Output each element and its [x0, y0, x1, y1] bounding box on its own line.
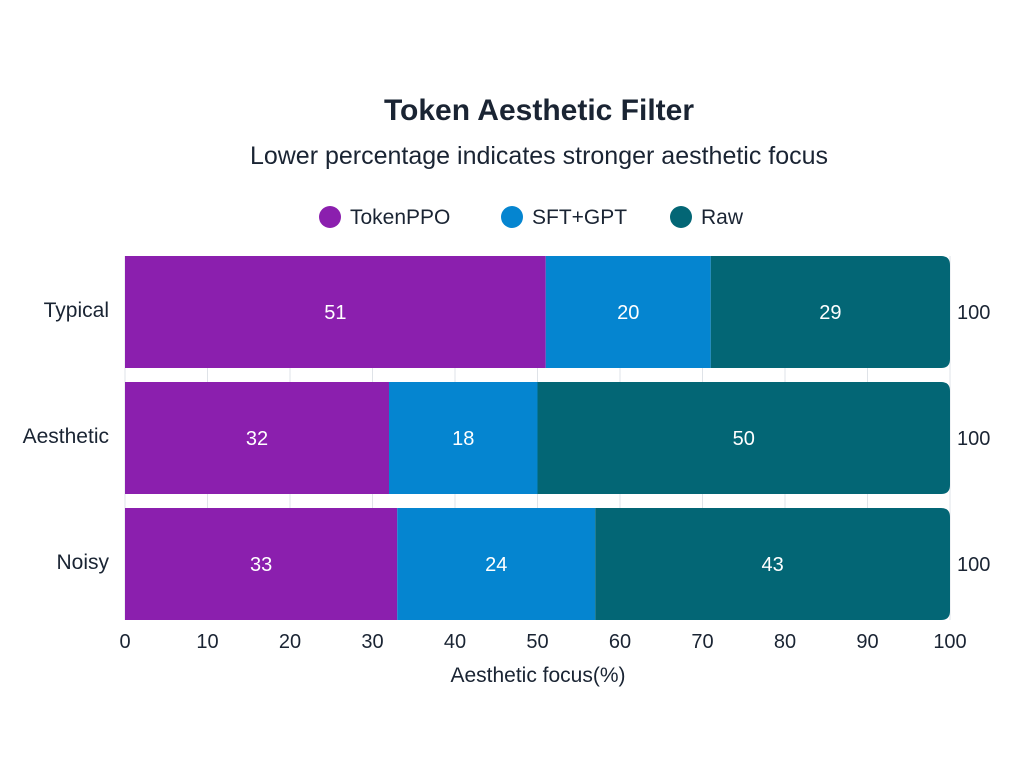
bar-2-2: [595, 508, 950, 620]
x-tick-label-7: 70: [691, 631, 713, 653]
x-tick-label-8: 80: [774, 631, 796, 653]
bar-value-0-0: 51: [324, 302, 346, 324]
x-tick-label-0: 0: [119, 631, 130, 653]
x-tick-label-5: 50: [526, 631, 548, 653]
x-tick-label-3: 30: [361, 631, 383, 653]
legend-label-0: TokenPPO: [350, 206, 450, 229]
x-tick-label-2: 20: [279, 631, 301, 653]
chart-subtitle: Lower percentage indicates stronger aest…: [250, 142, 828, 170]
category-label-1: Aesthetic: [23, 425, 109, 448]
total-label-0: 100: [957, 302, 990, 324]
bar-2-0: [125, 508, 398, 620]
legend-marker-0: [319, 206, 341, 228]
bar-1-0: [125, 382, 389, 494]
legend-marker-2: [670, 206, 692, 228]
legend-marker-1: [501, 206, 523, 228]
bar-value-0-2: 29: [819, 302, 841, 324]
x-tick-label-10: 100: [933, 631, 966, 653]
x-tick-label-4: 40: [444, 631, 466, 653]
category-label-0: Typical: [44, 299, 109, 322]
legend-label-1: SFT+GPT: [532, 206, 627, 229]
legend-label-2: Raw: [701, 206, 744, 229]
bar-0-2: [710, 256, 950, 368]
total-labels: 100 100 100: [957, 302, 990, 576]
bars: 51 20 29 32 18 50 33 24 43: [125, 256, 950, 620]
total-label-2: 100: [957, 554, 990, 576]
x-axis-ticks: 0 10 20 30 40 50 60 70 80 90 100: [119, 631, 966, 653]
bar-value-2-1: 24: [485, 554, 507, 576]
total-label-1: 100: [957, 428, 990, 450]
bar-value-1-0: 32: [246, 428, 268, 450]
bar-value-1-2: 50: [733, 428, 755, 450]
chart-title: Token Aesthetic Filter: [384, 94, 694, 127]
bar-value-2-0: 33: [250, 554, 272, 576]
bar-value-1-1: 18: [452, 428, 474, 450]
bar-value-2-2: 43: [762, 554, 784, 576]
x-tick-label-6: 60: [609, 631, 631, 653]
bar-0-1: [545, 256, 711, 368]
bar-1-1: [389, 382, 538, 494]
category-labels: Typical Aesthetic Noisy: [23, 299, 110, 574]
bar-2-1: [397, 508, 596, 620]
category-label-2: Noisy: [56, 551, 109, 574]
x-tick-label-1: 10: [196, 631, 218, 653]
bar-1-2: [537, 382, 950, 494]
bar-value-0-1: 20: [617, 302, 639, 324]
bar-0-0: [125, 256, 546, 368]
legend: TokenPPO SFT+GPT Raw: [319, 206, 744, 229]
x-tick-label-9: 90: [856, 631, 878, 653]
x-axis-title: Aesthetic focus(%): [450, 664, 625, 687]
